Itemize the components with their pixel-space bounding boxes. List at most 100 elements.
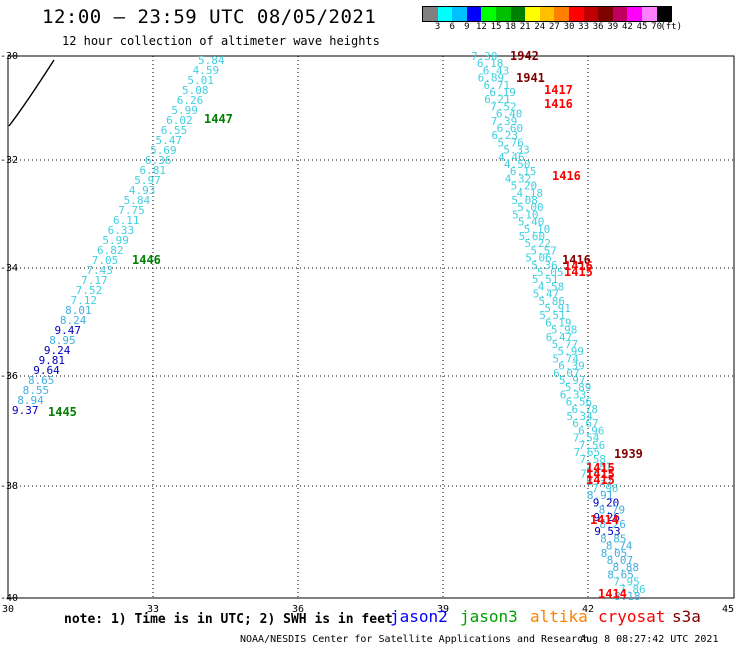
wave-height-label: 9.24 [44, 344, 71, 357]
wave-height-label: 6.39 [558, 360, 585, 373]
colorbar-swatch [481, 7, 496, 21]
x-tick-label: 42 [582, 604, 594, 615]
wave-height-label: 7.52 [76, 284, 103, 297]
colorbar-label: 39 [607, 22, 619, 32]
time-label: 1415 [586, 473, 615, 487]
wave-height-label: 7.56 [579, 439, 606, 452]
wave-height-label: 4.32 [505, 172, 532, 185]
note-text: note: 1) Time is in UTC; 2) SWH is in fe… [64, 612, 393, 627]
wave-height-label: 6.78 [571, 403, 598, 416]
time-label: 1446 [132, 253, 161, 267]
wave-height-label: 6.89 [478, 72, 505, 85]
wave-height-label: 8.74 [606, 540, 633, 553]
footer: NOAA/NESDIS Center for Satellite Applica… [240, 634, 718, 645]
wave-height-label: 8.94 [17, 394, 44, 407]
wave-height-label: 9.81 [39, 354, 65, 367]
colorbar-label: 24 [534, 22, 546, 32]
chart-title: 12:00 – 23:59 UTC 08/05/2021 [42, 6, 377, 28]
wave-height-label: 5.20 [511, 180, 537, 193]
wave-height-label: 7.86 [619, 583, 646, 596]
wave-height-label: 9.26 [593, 511, 620, 524]
wave-height-label: 5.47 [533, 288, 560, 301]
x-tick-label: 30 [2, 604, 14, 615]
wave-height-label: 6.55 [161, 124, 188, 137]
wave-height-label: 6.43 [483, 64, 510, 77]
wave-height-label: 5.40 [518, 216, 545, 229]
grid-lines [8, 56, 734, 598]
time-label: 1416 [552, 169, 581, 183]
time-label: 1939 [614, 447, 643, 461]
colorbar-swatch [437, 7, 453, 21]
colorbar-swatch [583, 7, 599, 21]
chart-subtitle: 12 hour collection of altimeter wave hei… [62, 34, 380, 48]
legend-item-s3a: s3a [672, 607, 701, 626]
wave-height-label: 5.76 [497, 136, 524, 149]
colorbar-label: 27 [548, 22, 560, 32]
wave-height-label: 6.23 [492, 129, 519, 142]
wave-height-label: 9.64 [33, 364, 60, 377]
wave-height-label: 5.51 [532, 273, 559, 286]
wave-height-label: 6.81 [140, 164, 167, 177]
colorbar-label: (ft) [660, 22, 683, 32]
y-tick-label: -40 [0, 593, 18, 604]
wave-height-label: 8.01 [65, 304, 92, 317]
west-track: 5.844.595.015.086.265.996.026.555.475.69… [12, 54, 233, 419]
wave-height-label: 7.75 [118, 204, 144, 217]
wave-height-label: 8.07 [607, 554, 634, 567]
colorbar-swatch [598, 7, 613, 21]
time-label: 1941 [516, 71, 545, 85]
wave-height-label: 4.18 [516, 187, 543, 200]
wave-height-label: 9.47 [55, 324, 81, 337]
wave-height-label: 5.97 [559, 374, 586, 387]
colorbar-label: 70 [651, 22, 663, 32]
colorbar-swatch [627, 7, 642, 21]
colorbar-label: 30 [563, 22, 575, 32]
time-label: 1417 [544, 83, 573, 97]
wave-height-label: 5.00 [517, 201, 544, 214]
colorbar-swatch [568, 7, 584, 21]
wave-height-label: 5.51 [539, 309, 566, 322]
wave-height-label: 6.26 [177, 94, 204, 107]
colorbar-swatch [495, 7, 511, 21]
time-label: 1414 [590, 513, 619, 527]
colorbar-swatch [466, 7, 482, 21]
colorbar-swatch [525, 7, 540, 21]
colorbar-label: 15 [490, 22, 502, 32]
x-tick-label: 45 [722, 604, 734, 615]
time-label: 1416 [544, 97, 573, 111]
wave-height-label: 5.84 [124, 194, 151, 207]
colorbar-label: 33 [578, 22, 590, 32]
wave-height-label: 8.65 [607, 568, 634, 581]
wave-height-label: 7.65 [574, 446, 601, 459]
wave-height-label: 7.96 [592, 482, 619, 495]
wave-height-label: 6.82 [97, 244, 124, 257]
coastline [8, 59, 55, 127]
colorbar-swatch [554, 7, 569, 21]
wave-height-label: 7.43 [86, 264, 113, 277]
colorbar-label: 45 [636, 22, 648, 32]
east-track: 7.306.186.436.896.716.196.217.526.407.39… [471, 49, 646, 603]
colorbar-label: 3 [434, 22, 441, 32]
wave-height-label: 5.10 [524, 223, 551, 236]
wave-height-label: 7.17 [81, 274, 108, 287]
wave-height-label: 6.47 [546, 331, 573, 344]
wave-height-label: 7.52 [490, 100, 516, 113]
plot-frame [7, 55, 735, 599]
wave-height-label: 6.60 [497, 122, 523, 135]
wave-height-label: 5.08 [182, 84, 209, 97]
wave-height-label: 6.40 [496, 108, 523, 121]
wave-height-label: 5.06 [525, 252, 552, 265]
y-tick-label: -34 [0, 263, 18, 274]
wave-height-label: 4.50 [504, 158, 531, 171]
x-tick-label: 33 [147, 604, 159, 615]
wave-height-label: 5.89 [565, 381, 592, 394]
wave-height-label: 4.46 [498, 151, 524, 164]
colorbar-swatch [656, 7, 672, 21]
wave-height-label: 5.99 [558, 345, 585, 358]
swh-colorbar [422, 6, 673, 22]
wave-height-label: 6.11 [113, 214, 140, 227]
wave-height-label: 5.97 [134, 174, 161, 187]
wave-height-label: 5.74 [552, 352, 579, 365]
wave-height-label: 8.65 [28, 374, 54, 387]
wave-height-label: 4.58 [538, 280, 565, 293]
